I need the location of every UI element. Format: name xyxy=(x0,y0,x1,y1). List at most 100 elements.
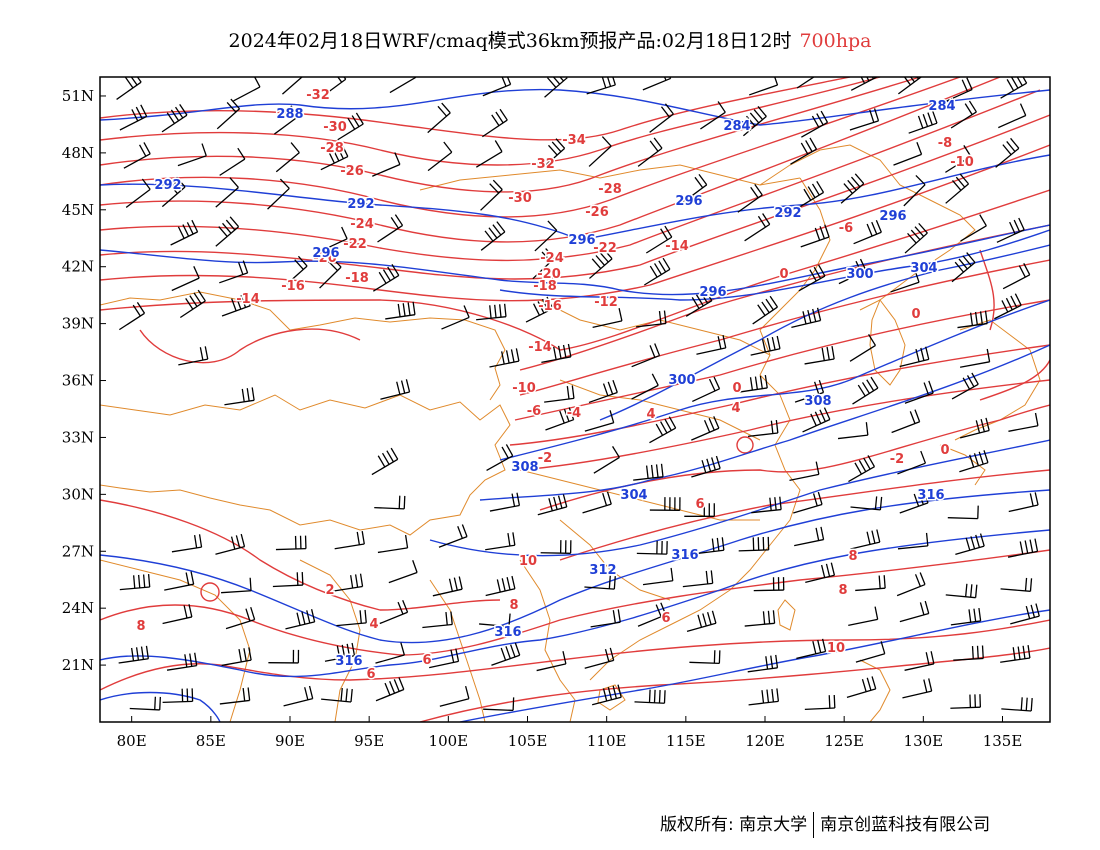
wind-barb xyxy=(637,602,667,627)
temperature-label: 6 xyxy=(422,653,431,668)
wind-barb xyxy=(853,219,882,245)
wind-barb xyxy=(489,492,521,512)
latitude-axis: 51N 48N 45N 42N 39N 36N 33N 30N 27N 24N 21N xyxy=(62,87,106,674)
wind-barb xyxy=(164,571,195,591)
temperature-label: 8 xyxy=(509,598,518,613)
wind-barb xyxy=(959,348,991,368)
wind-barb xyxy=(233,77,261,102)
wind-barb xyxy=(268,649,300,664)
temperature-label: -24 xyxy=(350,217,374,232)
wind-barb xyxy=(179,289,206,319)
geopotential-label: 308 xyxy=(511,460,538,475)
wind-barb xyxy=(432,576,463,597)
wind-barb xyxy=(274,105,300,135)
wind-barb xyxy=(1008,492,1039,513)
map-frame xyxy=(99,76,1051,723)
wind-barb xyxy=(377,214,404,243)
wind-barb xyxy=(801,110,829,138)
wind-barb xyxy=(319,226,348,253)
wind-barb xyxy=(480,221,506,251)
wind-barb xyxy=(439,685,470,707)
temperature-label: 10 xyxy=(827,641,845,656)
wind-barb xyxy=(953,645,984,661)
temperature-label: -2 xyxy=(538,451,552,466)
wind-barb xyxy=(696,335,727,355)
wind-barb xyxy=(950,100,977,129)
wind-barb xyxy=(491,642,521,666)
wind-barb xyxy=(267,178,290,210)
wind-barb xyxy=(377,534,409,554)
temperature-label: 6 xyxy=(366,667,375,682)
wind-barb xyxy=(536,651,567,672)
temperature-label: -16 xyxy=(538,299,562,314)
wind-barb xyxy=(899,600,930,623)
wind-barb xyxy=(850,496,883,511)
wind-barb xyxy=(161,176,186,208)
wind-barb xyxy=(897,532,929,550)
temperature-label: 0 xyxy=(732,381,741,396)
wind-barb xyxy=(945,145,972,173)
wind-barb xyxy=(324,642,356,662)
wind-barb xyxy=(588,380,618,404)
lat-tick-label: 21N xyxy=(62,656,94,674)
wind-barb xyxy=(838,258,867,285)
wind-barb xyxy=(389,77,417,94)
wind-barb xyxy=(897,450,927,475)
wind-barb xyxy=(320,144,349,171)
wind-barb xyxy=(994,293,1022,320)
wind-barb xyxy=(586,77,616,95)
wind-barb xyxy=(951,252,976,283)
wind-barb xyxy=(225,607,256,630)
lon-tick-label: 100E xyxy=(429,732,469,750)
wind-barb xyxy=(738,536,770,552)
wind-barb xyxy=(224,387,255,406)
temperature-label: -18 xyxy=(533,279,557,294)
lat-tick-label: 33N xyxy=(62,428,94,446)
temperature-label: -10 xyxy=(950,155,974,170)
geopotential-label: 292 xyxy=(347,197,374,212)
temperature-label: -22 xyxy=(593,241,617,256)
temperature-label: -26 xyxy=(340,164,364,179)
temperature-label: 8 xyxy=(838,583,847,598)
wind-barb xyxy=(371,447,399,476)
wind-barb xyxy=(584,647,615,669)
wind-barb xyxy=(642,567,674,586)
lat-tick-label: 36N xyxy=(62,372,94,390)
wind-barb xyxy=(737,374,768,393)
wind-barb xyxy=(438,524,468,548)
temperature-label: 0 xyxy=(911,307,920,322)
temperature-labels: -32-30-28-26-24-22-20-18-16-14-32-30-28-… xyxy=(135,87,975,684)
temperature-contours xyxy=(100,77,1050,722)
lat-tick-label: 42N xyxy=(62,258,94,276)
wind-barb xyxy=(947,505,979,520)
temperature-label: -6 xyxy=(839,221,853,236)
wind-barb xyxy=(171,534,203,553)
wind-barb xyxy=(682,173,708,204)
temperature-label: 8 xyxy=(136,619,145,634)
lon-tick-label: 90E xyxy=(275,732,305,750)
temperature-label: 4 xyxy=(369,617,378,632)
wind-barb xyxy=(693,537,725,555)
wind-barb xyxy=(380,379,411,400)
wind-barb xyxy=(1000,645,1031,663)
geopotential-label: 296 xyxy=(675,194,702,209)
boundary-lines xyxy=(100,144,1041,722)
geopotential-contours xyxy=(100,88,1050,722)
geopotential-label: 300 xyxy=(846,267,873,282)
wind-barb xyxy=(959,417,990,439)
wind-barb xyxy=(800,224,830,248)
wind-barb xyxy=(285,609,316,630)
wind-barb xyxy=(1008,412,1039,432)
wind-barb xyxy=(904,222,928,254)
temperature-label: -14 xyxy=(528,340,552,355)
wind-barb xyxy=(374,495,406,510)
wind-barb xyxy=(748,688,780,706)
chart-title: 2024年02月18日WRF/cmaq模式36km预报产品:02月18日12时 7… xyxy=(0,26,1100,53)
credit-right: 南京创蓝科技有限公司 xyxy=(820,815,991,835)
wind-barb xyxy=(537,494,568,516)
wind-barb xyxy=(123,142,151,169)
wind-barb xyxy=(283,685,314,707)
wind-barb xyxy=(545,407,575,431)
geopotential-label: 308 xyxy=(804,394,831,409)
